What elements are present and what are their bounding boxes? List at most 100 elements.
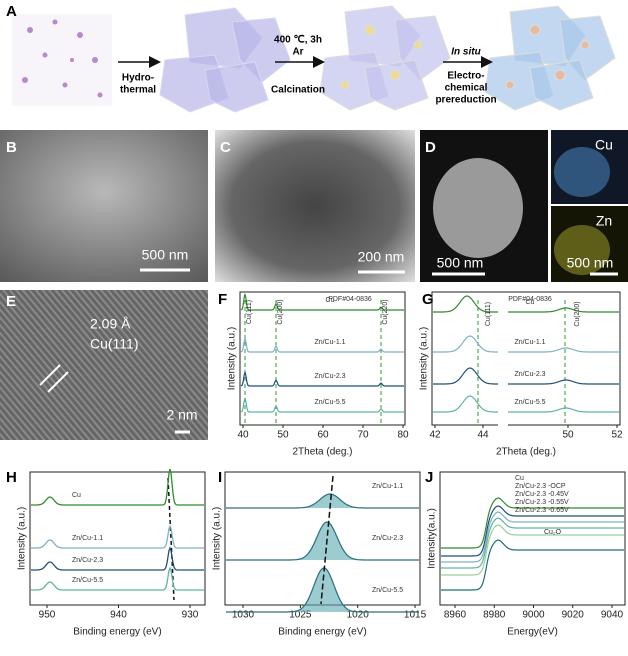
sample-label: Zn/Cu-5.5 bbox=[514, 399, 545, 406]
plot-frame bbox=[431, 291, 621, 426]
plot-frame bbox=[439, 471, 626, 606]
fill bbox=[290, 568, 370, 612]
trace bbox=[240, 397, 404, 413]
step-text: thermal bbox=[120, 85, 156, 96]
step-text: Electro- bbox=[447, 71, 484, 82]
x-tick-label: 1030 bbox=[232, 610, 255, 621]
x-tick-label: 44 bbox=[477, 430, 489, 441]
x-tick-label: 1025 bbox=[289, 610, 312, 621]
sample-label: Zn/Cu-2.3 bbox=[314, 373, 345, 380]
legend-entry: Zn/Cu-2.3 -OCP bbox=[515, 483, 566, 490]
trace bbox=[508, 307, 619, 313]
trace bbox=[31, 546, 204, 571]
sample-label: Zn/Cu-2.3 bbox=[72, 557, 103, 564]
panel-label: J bbox=[425, 469, 433, 486]
trace bbox=[433, 295, 498, 313]
y-axis-label: Intensity (a.u.) bbox=[17, 507, 28, 570]
panel-label: I bbox=[218, 469, 222, 486]
marker bbox=[47, 371, 69, 393]
sample-label: Zn/Cu-1.1 bbox=[514, 339, 545, 346]
trace bbox=[441, 505, 624, 557]
scale-label: 500 nm bbox=[437, 255, 484, 271]
x-tick-label: 9000 bbox=[522, 610, 545, 621]
trace bbox=[433, 335, 498, 353]
sample-label: Cu bbox=[526, 299, 535, 306]
step-text: chemical bbox=[445, 83, 488, 94]
x-tick-label: 1020 bbox=[347, 610, 370, 621]
step-text: prereduction bbox=[435, 95, 496, 106]
x-tick-label: 80 bbox=[397, 430, 409, 441]
panel-label: G bbox=[422, 291, 434, 308]
x-tick-label: 940 bbox=[110, 610, 127, 621]
zn-signal bbox=[554, 225, 610, 275]
marker bbox=[39, 364, 61, 386]
scale-label: 200 nm bbox=[358, 249, 405, 265]
y-axis-label: Intensity (a.u.) bbox=[419, 327, 430, 390]
x-tick-label: 930 bbox=[182, 610, 199, 621]
x-tick-label: 40 bbox=[237, 430, 249, 441]
trace bbox=[433, 367, 498, 385]
x-axis-label: Binding energy (eV) bbox=[278, 627, 366, 638]
peak-label: Cu(220) bbox=[382, 299, 389, 324]
trace bbox=[508, 407, 619, 413]
panel-label: F bbox=[218, 291, 227, 308]
panel-label: C bbox=[220, 139, 231, 156]
trace bbox=[508, 347, 619, 353]
annotation: 2.09 Å bbox=[90, 316, 131, 332]
step-text: Calcination bbox=[271, 85, 325, 96]
sample-label: Zn/Cu-5.5 bbox=[72, 577, 103, 584]
sample-label: Zn/Cu-2.3 bbox=[372, 535, 403, 542]
panel-label: A bbox=[6, 3, 17, 20]
sample-label: Zn/Cu-2.3 bbox=[514, 371, 545, 378]
legend-entry: Zn/Cu-2.3 -0.45V bbox=[515, 491, 569, 498]
sample-label: Zn/Cu-5.5 bbox=[372, 587, 403, 594]
step-text: 400 ℃, 3h bbox=[274, 35, 322, 46]
peak-label: Cu(111) bbox=[485, 302, 492, 326]
y-axis-label: Intensity (a.u.) bbox=[227, 327, 238, 390]
map-label: Cu bbox=[595, 137, 613, 153]
peak-label: Cu(200) bbox=[574, 301, 581, 326]
y-axis-label: Intensity(a.u.) bbox=[427, 508, 438, 569]
scale-label: 500 nm bbox=[142, 247, 189, 263]
step-text: In situ bbox=[451, 47, 480, 58]
trace bbox=[441, 497, 624, 549]
trace bbox=[433, 395, 498, 413]
x-axis-label: Binding energy (eV) bbox=[73, 627, 161, 638]
crystals-3 bbox=[484, 5, 616, 111]
x-tick-label: 8980 bbox=[483, 610, 506, 621]
trace bbox=[31, 566, 204, 591]
sample-label: Zn/Cu-5.5 bbox=[314, 399, 345, 406]
ref-line bbox=[320, 475, 334, 605]
scale-label: 500 nm bbox=[567, 255, 614, 271]
trace bbox=[31, 524, 204, 549]
tem-image bbox=[215, 130, 415, 282]
axis-break bbox=[498, 418, 508, 430]
trace bbox=[441, 539, 624, 591]
panel-label: B bbox=[6, 139, 17, 156]
x-axis-label: 2Theta (deg.) bbox=[496, 447, 556, 458]
cu-signal bbox=[554, 147, 610, 197]
reference: Cu₂O bbox=[544, 529, 562, 536]
x-tick-label: 70 bbox=[357, 430, 369, 441]
particle bbox=[433, 158, 523, 258]
scheme bbox=[12, 5, 616, 113]
trace bbox=[31, 468, 204, 506]
peak-label: Cu(200) bbox=[277, 299, 284, 324]
fill bbox=[290, 522, 370, 560]
trace bbox=[441, 517, 624, 569]
sample-label: Zn/Cu-1.1 bbox=[72, 535, 103, 542]
map-label: Zn bbox=[596, 213, 612, 229]
x-tick-label: 50 bbox=[562, 430, 574, 441]
scale-label: 2 nm bbox=[166, 407, 197, 423]
trace bbox=[226, 567, 419, 613]
trace bbox=[240, 293, 404, 311]
reference: PDF#04-0836 bbox=[328, 296, 372, 303]
hrtem-image bbox=[0, 290, 208, 440]
sample-label: Cu bbox=[326, 297, 335, 304]
x-tick-label: 52 bbox=[611, 430, 623, 441]
panel-label: H bbox=[6, 469, 17, 486]
panel-label: D bbox=[425, 139, 436, 156]
trace bbox=[226, 521, 419, 561]
crystals-1 bbox=[159, 7, 291, 113]
step-text: Hydro- bbox=[122, 73, 154, 84]
